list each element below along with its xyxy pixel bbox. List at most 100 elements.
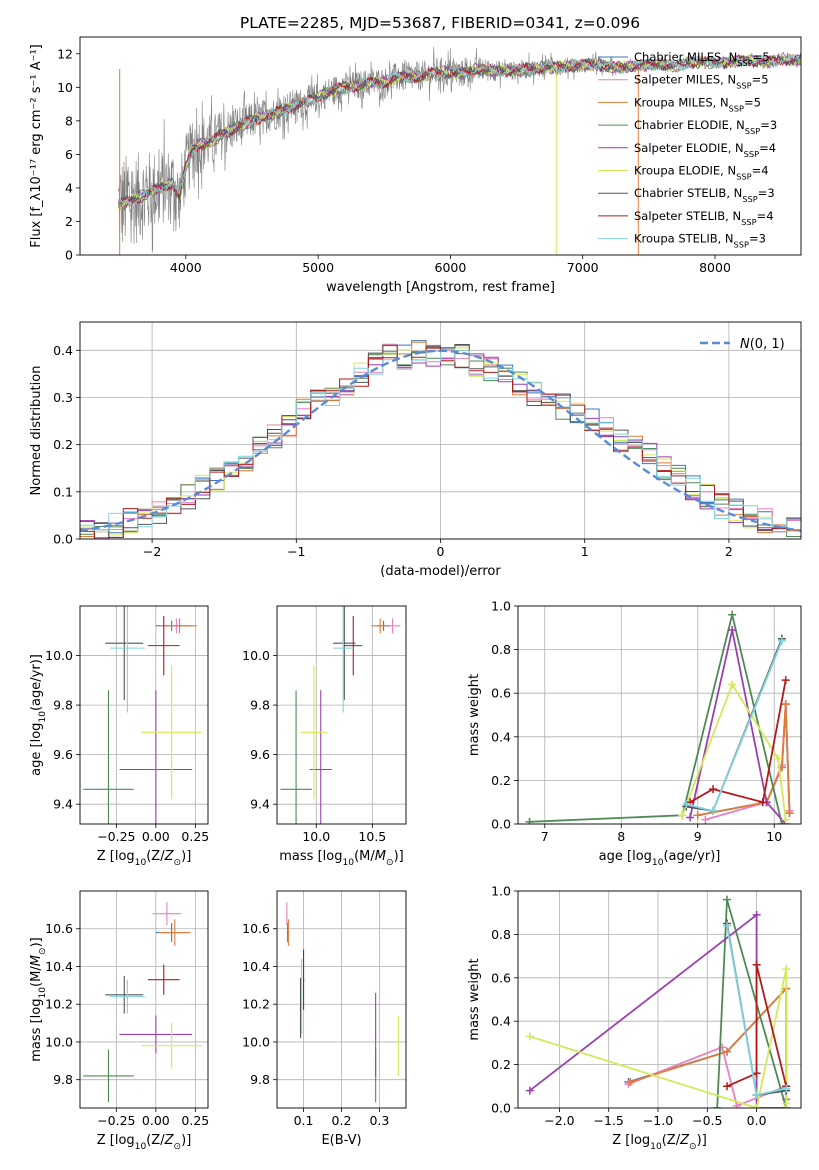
y-tick-label: 9.8	[250, 1072, 270, 1087]
axes-residuals: −2 −1 0 1 2 0.0 0.1 0.2 0.3 0.4	[53, 322, 801, 559]
legend-label: Salpeter MILES, NSSP=5	[634, 73, 769, 91]
x-axis-label: (data-model)/error	[380, 564, 501, 579]
y-tick-label: 1.0	[491, 884, 511, 899]
x-axis-label: Z [log10(Z/Z⊙)]	[97, 849, 192, 868]
residuals-legend: N(0, 1)	[700, 337, 785, 352]
x-tick-label: 7000	[567, 260, 599, 275]
x-tick-label: −1.5	[594, 1113, 624, 1128]
y-tick-label: 0.0	[53, 532, 73, 547]
y-tick-label: 10.6	[45, 921, 73, 936]
y-tick-label: 10	[57, 80, 73, 95]
weight-point-marker	[525, 1086, 534, 1095]
weight-point-marker	[752, 1090, 761, 1099]
x-tick-label: 0.1	[294, 1113, 314, 1128]
axes-age-vs-Z: −0.25 0.00 0.25 9.4 9.6 9.8 10.0	[45, 606, 209, 844]
labels-weight-vs-age: age [log10(age/yr)] mass weight	[467, 674, 720, 868]
model-spectrum-line	[118, 54, 801, 207]
x-tick-label: 10.5	[358, 829, 386, 844]
x-tick-label: 0	[437, 544, 445, 559]
weight-series-line	[686, 640, 783, 812]
weight-point-marker	[781, 700, 790, 709]
y-tick-label: 10.4	[45, 959, 73, 974]
x-tick-label: −0.25	[97, 829, 135, 844]
weight-point-marker	[782, 1099, 791, 1108]
x-tick-label: 0.2	[332, 1113, 352, 1128]
y-tick-label: 9.4	[53, 797, 73, 812]
frame-residuals	[79, 321, 802, 540]
x-tick-label: 9	[694, 829, 702, 844]
weight-point-marker	[752, 960, 761, 969]
labels-age-vs-Z: Z [log10(Z/Z⊙)] age [log10(age/yr)]	[29, 654, 191, 868]
y-axis-label: Flux [f_λ10⁻¹⁷ erg cm⁻² s⁻¹ A⁻¹]	[29, 44, 44, 248]
axes-mass-vs-ebv: 0.1 0.2 0.3 9.8 10.0 10.2 10.4 10.6	[242, 891, 406, 1128]
y-tick-label: 9.8	[53, 698, 73, 713]
weight-point-marker	[752, 1104, 761, 1108]
x-tick-label: −2.0	[544, 1113, 574, 1128]
x-tick-label: −1.0	[643, 1113, 673, 1128]
weight-vs-age-plot	[525, 610, 794, 824]
weight-point-marker	[781, 676, 790, 685]
y-axis-label: mass weight	[467, 674, 482, 756]
observed-spectrum-line	[118, 46, 801, 253]
weight-series-line	[689, 679, 787, 804]
y-tick-label: 10.0	[45, 1034, 73, 1049]
frame-weight-vs-age	[517, 605, 802, 825]
histogram-step-line	[80, 349, 801, 531]
frame-age-vs-Z	[79, 605, 209, 825]
weight-point-marker	[693, 811, 702, 820]
residuals-plot	[80, 340, 801, 539]
weight-series-line	[529, 968, 788, 1108]
weight-point-marker	[723, 1082, 732, 1091]
x-tick-label: 8	[617, 829, 625, 844]
weight-point-marker	[723, 895, 732, 904]
x-axis-label: mass [log10(M/M⊙)]	[279, 849, 403, 868]
spectrum-legend: Chabrier MILES, NSSP=5 Salpeter MILES, NS…	[598, 50, 777, 250]
model-spectrum-line	[118, 53, 801, 211]
y-tick-label: 4	[65, 180, 73, 195]
labels-mass-vs-Z: Z [log10(Z/Z⊙)] mass [log10(M/M⊙)]	[29, 937, 191, 1152]
mass-vs-ebv-plot	[286, 902, 400, 1103]
age-vs-Z-plot	[83, 606, 202, 824]
y-tick-label: 0.8	[491, 927, 511, 942]
x-tick-label: 0.3	[369, 1113, 389, 1128]
y-tick-label: 6	[65, 147, 73, 162]
y-tick-label: 0.8	[491, 642, 511, 657]
weight-point-marker	[774, 754, 783, 763]
y-tick-label: 0.0	[491, 1101, 511, 1116]
labels-spectrum: wavelength [Angstrom, rest frame] Flux [f…	[29, 44, 555, 295]
axes-weight-vs-Z: −2.0 −1.5 −1.0 −0.5 0.0 0.0 0.2 0.4 0.6 0.8 1.0	[491, 884, 801, 1128]
x-tick-label: 4000	[170, 260, 202, 275]
y-tick-label: 9.4	[250, 797, 270, 812]
y-tick-label: 10.2	[242, 997, 270, 1012]
y-tick-label: 0.4	[53, 343, 73, 358]
figure-title: PLATE=2285, MJD=53687, FIBERID=0341, z=0…	[240, 14, 640, 32]
model-spectrum-line	[118, 54, 801, 205]
weight-point-marker	[752, 910, 761, 919]
panels-layer: 4000 5000 6000 7000 8000024681012wavelength …	[29, 36, 802, 1152]
x-tick-label: −2	[143, 544, 161, 559]
weight-point-marker	[785, 809, 794, 818]
normal-distribution-curve	[80, 349, 801, 532]
labels-weight-vs-Z: Z [log10(Z/Z⊙)] mass weight	[467, 958, 707, 1152]
weight-point-marker	[723, 1047, 732, 1056]
x-tick-label: −1	[287, 544, 305, 559]
frame-mass-vs-ebv	[276, 890, 407, 1109]
legend-label: Salpeter ELODIE, NSSP=4	[634, 141, 776, 159]
y-tick-label: 10.6	[242, 921, 270, 936]
weight-point-marker	[752, 1069, 761, 1078]
y-tick-label: 0.3	[53, 390, 73, 405]
weight-series-line	[689, 629, 787, 824]
x-tick-label: 0.00	[142, 1113, 170, 1128]
weight-point-marker	[758, 798, 767, 807]
x-tick-label: 0.00	[142, 829, 170, 844]
x-tick-label: 6000	[435, 260, 467, 275]
weight-point-marker	[678, 811, 687, 820]
y-tick-label: 10.0	[45, 648, 73, 663]
axes-spectrum: 4000 5000 6000 7000 8000 0 2 4 6 8 10 12	[57, 46, 731, 275]
weight-point-marker	[525, 1032, 534, 1041]
y-tick-label: 2	[65, 214, 73, 229]
y-tick-label: 8	[65, 113, 73, 128]
y-tick-label: 0	[65, 248, 73, 263]
labels-mass-vs-ebv: E(B-V)	[321, 1133, 361, 1148]
